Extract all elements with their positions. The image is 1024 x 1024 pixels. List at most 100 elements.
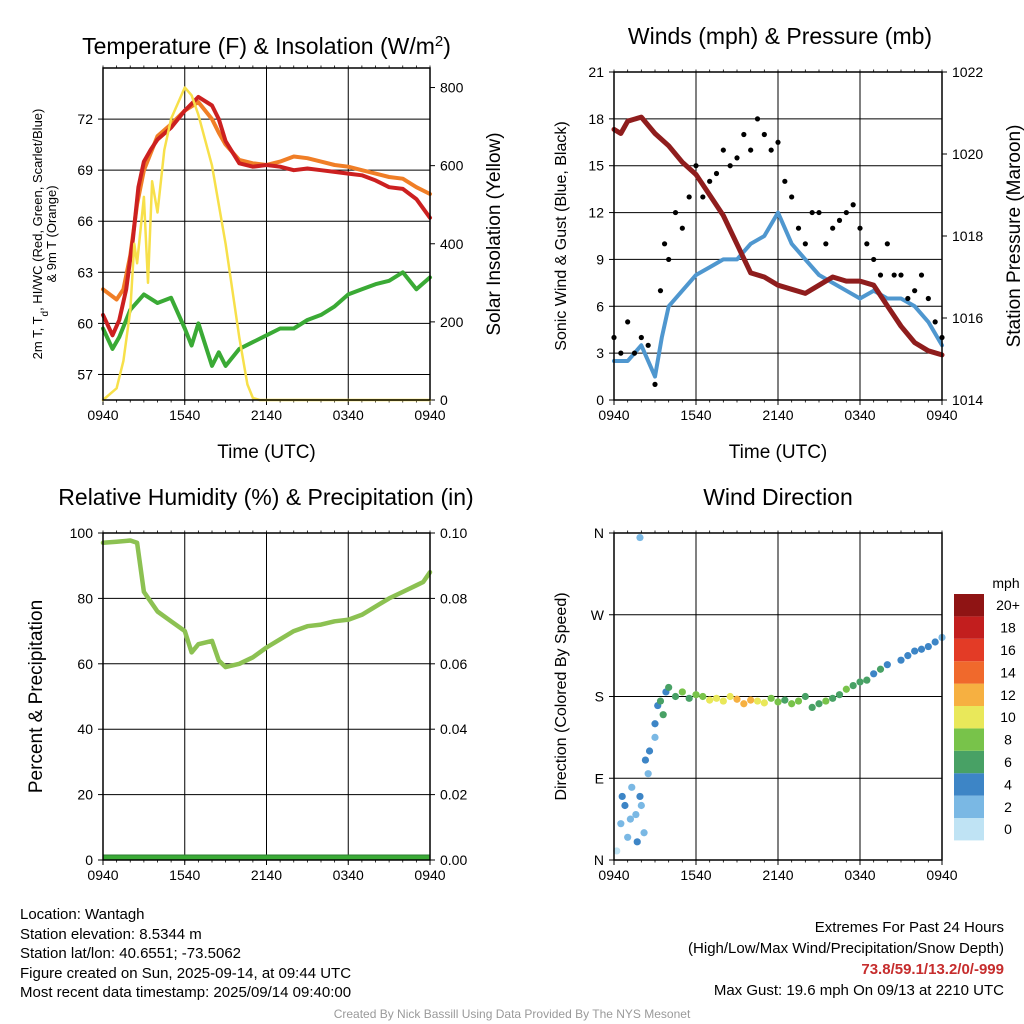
wind-direction-point [802,693,809,700]
winds-gust-point [803,241,808,246]
winds-gust-point [734,155,739,160]
winds-y2-axis-label: Station Pressure (Maroon) [1004,125,1024,348]
temperature-title: Temperature (F) & Insolation (W/m2) [82,33,451,60]
winds-gust-point [823,241,828,246]
wind-direction-point [627,816,634,823]
colorbar-swatch [954,751,984,773]
wind-direction-title: Wind Direction [703,484,853,510]
winds-gust-point [728,163,733,168]
winds-gust-point [741,132,746,137]
wind-direction-point [870,670,877,677]
temperature-y2-tick-label: 0 [440,392,448,408]
winds-gust-point [871,257,876,262]
wind-direction-point [897,657,904,664]
wind-direction-y-tick-label: N [594,525,604,541]
wind-direction-point [624,834,631,841]
wind-direction-point [932,638,939,645]
colorbar-swatch [954,796,984,818]
extremes-title: Extremes For Past 24 Hours [688,917,1004,938]
humidity-x-tick-label: 2140 [251,867,282,883]
max-gust: Max Gust: 19.6 mph On 09/13 at 2210 UTC [688,980,1004,1001]
wind-direction-point [761,699,768,706]
winds-gust-point [769,147,774,152]
wind-direction-point [822,697,829,704]
winds-y-tick-label: 6 [596,298,604,314]
winds-gust-point [700,194,705,199]
colorbar-label: 2 [1004,799,1012,815]
humidity-x-tick-label: 0940 [87,867,118,883]
wind-direction-point [774,698,781,705]
temperature-y2-tick-label: 600 [440,158,464,174]
speed-colorbar: 0 2 4 6 8 10 12 14 16 18 20+ mph [954,575,1020,840]
wind-direction-point [642,756,649,763]
colorbar-label: 10 [1000,709,1016,725]
wind-direction-point [884,661,891,668]
wind-direction-y-tick-label: E [595,770,604,786]
winds-y-tick-label: 18 [588,111,604,127]
winds-gust-point [789,194,794,199]
temperature-title-end: ) [443,33,451,59]
winds-x-tick-label: 0940 [926,407,957,423]
winds-title: Winds (mph) & Pressure (mb) [628,23,932,49]
wind-direction-point [692,691,699,698]
wind-direction-point [651,720,658,727]
wind-direction-point [636,793,643,800]
wind-direction-point [781,697,788,704]
winds-gust-point [748,147,753,152]
winds-gust-point [714,171,719,176]
winds-gust-point [762,132,767,137]
humidity-y-tick-label: 0 [85,852,93,868]
wind-direction-point [686,695,693,702]
temperature-x-axis-label: Time (UTC) [217,442,316,463]
winds-y2-tick-label: 1018 [952,228,983,244]
colorbar-label: 20+ [996,597,1020,613]
winds-y-tick-label: 12 [588,205,604,221]
winds-y-tick-label: 0 [596,392,604,408]
winds-gust-point [796,226,801,231]
winds-x-tick-label: 1540 [680,407,711,423]
wind-direction-point [877,666,884,673]
colorbar-label: 8 [1004,732,1012,748]
wind-direction-point [747,697,754,704]
wind-direction-point [646,747,653,754]
humidity-panel: 0940 1540 2140 0340 09400204060801000.000.02… [26,484,474,883]
wind-direction-point [660,711,667,718]
wind-direction-x-tick-label: 1540 [680,867,711,883]
winds-gust-point [652,382,657,387]
temperature-y-tick-label: 69 [77,162,93,178]
wind-direction-point [740,700,747,707]
wind-direction-point [657,697,664,704]
wind-direction-y-tick-label: W [591,607,605,623]
winds-gust-point [926,296,931,301]
wind-direction-point [720,697,727,704]
wind-direction-point [918,646,925,653]
wind-direction-point [640,829,647,836]
winds-gust-point [830,226,835,231]
wind-direction-point [619,793,626,800]
colorbar-swatch [954,616,984,638]
wind-direction-point [768,695,775,702]
humidity-y-tick-label: 40 [77,721,93,737]
wind-direction-point [672,693,679,700]
wind-direction-x-tick-label: 2140 [762,867,793,883]
wind-direction-point [638,802,645,809]
extremes-values: 73.8/59.1/13.2/0/-999 [688,959,1004,980]
temperature-y-tick-label: 60 [77,315,93,331]
winds-y-axis-label: Sonic Wind & Gust (Blue, Black) [553,121,570,350]
temperature-x-tick-label: 1540 [169,407,200,423]
winds-gust-point [892,272,897,277]
winds-gust-point [618,351,623,356]
winds-gust-point [687,194,692,199]
winds-gust-point [775,140,780,145]
wind-direction-point [636,534,643,541]
wind-direction-point [911,647,918,654]
wind-direction-point [645,770,652,777]
wind-direction-point [843,686,850,693]
winds-gust-point [646,343,651,348]
wind-direction-point [699,693,706,700]
station-location: Location: Wantagh [20,905,351,925]
temperature-y-tick-label: 57 [77,366,93,382]
wind-direction-point [727,693,734,700]
wind-direction-x-tick-label: 0940 [926,867,957,883]
wind-direction-y-axis-label: Direction (Colored By Speed) [553,592,570,800]
